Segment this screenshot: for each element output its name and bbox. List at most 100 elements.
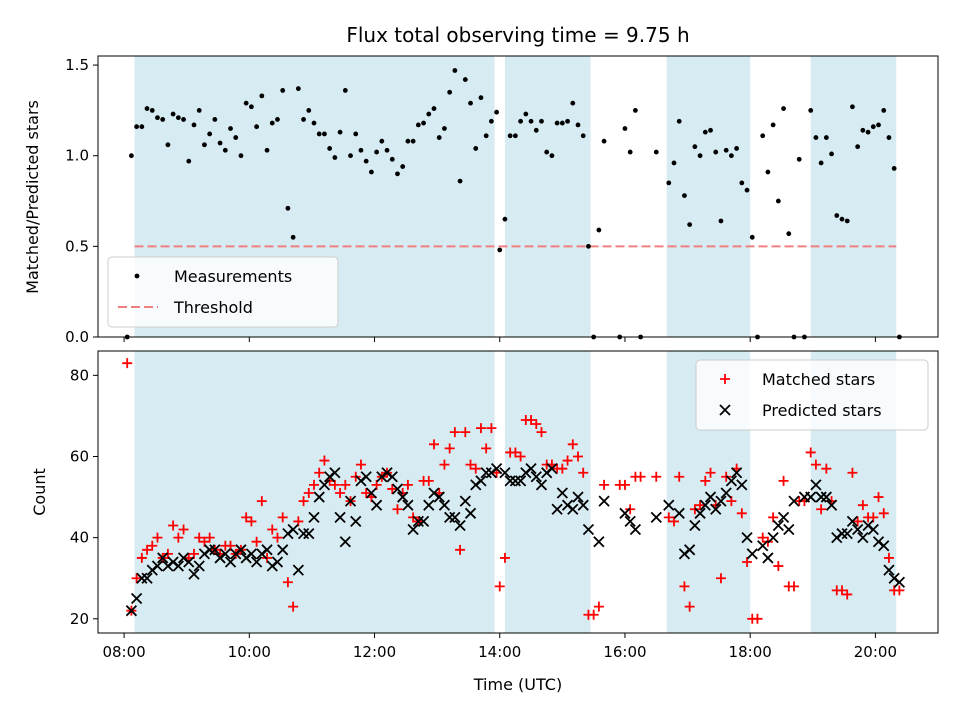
predicted-star-point xyxy=(762,552,774,564)
predicted-star-point xyxy=(624,515,636,528)
matched-star-point xyxy=(335,488,346,499)
predicted-star-point xyxy=(530,471,542,483)
predicted-star-point xyxy=(188,568,200,580)
predicted-star-point xyxy=(673,507,685,519)
matched-star-point xyxy=(573,451,583,462)
y-tick-label: 1.5 xyxy=(65,56,89,74)
measurement-point xyxy=(734,146,740,151)
measurement-point xyxy=(410,138,416,144)
measurement-point xyxy=(285,205,291,211)
measurement-point xyxy=(580,133,586,139)
matched-star-point xyxy=(455,544,466,555)
predicted-star-point xyxy=(433,491,445,503)
matched-star-point xyxy=(423,475,434,486)
predicted-star-point xyxy=(370,499,383,511)
predicted-star-point xyxy=(193,560,205,572)
matched-star-point xyxy=(251,536,262,547)
matched-star-point xyxy=(449,427,460,438)
measurement-point xyxy=(891,166,897,171)
predicted-star-point xyxy=(650,511,662,523)
matched-star-point xyxy=(486,423,497,434)
predicted-star-point xyxy=(219,548,231,560)
measurement-point xyxy=(565,118,570,124)
predicted-star-point xyxy=(438,499,451,511)
measurement-point xyxy=(718,218,724,224)
axes-frame xyxy=(97,55,939,338)
measurement-point xyxy=(389,156,395,162)
predicted-star-point xyxy=(846,515,859,528)
legend-box xyxy=(695,359,929,431)
measurement-point xyxy=(212,117,218,122)
count-panel: 20 40 60 80 08:00 10:00 12:00 14:00 16:00 18:00 20… xyxy=(70,350,939,661)
measurement-point xyxy=(332,155,338,160)
matched-star-point xyxy=(444,443,455,454)
predicted-star-point xyxy=(525,463,537,475)
predicted-star-point xyxy=(172,560,184,572)
measurement-point xyxy=(518,118,524,124)
measurement-point xyxy=(760,133,766,139)
legend-plus-marker xyxy=(720,374,730,384)
predicted-star-point xyxy=(730,467,743,479)
measurement-point xyxy=(134,124,140,130)
predicted-star-point xyxy=(746,548,758,560)
predicted-star-point xyxy=(261,544,273,556)
predicted-star-point xyxy=(883,564,895,576)
measurement-point xyxy=(175,115,181,121)
predicted-star-point xyxy=(514,475,527,487)
measurement-point xyxy=(855,144,861,150)
measurement-point xyxy=(155,115,160,121)
legend-x-marker xyxy=(719,404,731,416)
measurement-point xyxy=(233,135,239,140)
predicted-star-point xyxy=(777,511,790,523)
predicted-star-point xyxy=(689,519,701,532)
legend-dot-marker xyxy=(134,273,140,279)
matched-star-point xyxy=(847,467,858,478)
measurement-point xyxy=(415,122,421,128)
measurement-point xyxy=(426,111,432,117)
measurement-point xyxy=(452,68,458,73)
predicted-star-point xyxy=(857,532,869,544)
measurement-point xyxy=(876,122,881,128)
measurement-point xyxy=(881,107,887,113)
predicted-star-point xyxy=(725,475,738,487)
predicted-star-point xyxy=(136,572,148,584)
matched-star-point xyxy=(837,585,847,596)
measurement-point xyxy=(653,149,659,155)
measurement-point xyxy=(781,106,786,111)
y-tick-label: 40 xyxy=(70,529,89,547)
legend: Measurements Threshold xyxy=(107,256,339,328)
measurement-point xyxy=(436,135,442,140)
measurement-point xyxy=(786,231,792,237)
measurement-point xyxy=(405,138,411,144)
predicted-star-point xyxy=(715,495,727,507)
predicted-star-point xyxy=(360,471,372,483)
measurement-point xyxy=(502,216,508,222)
matched-star-point xyxy=(816,504,827,515)
measurement-point xyxy=(834,213,840,218)
y-tick-label: 1.0 xyxy=(65,147,89,165)
matched-star-point xyxy=(499,552,510,563)
matched-star-point xyxy=(168,520,179,531)
predicted-star-point xyxy=(151,560,164,572)
matched-star-point xyxy=(340,479,351,490)
matched-star-point xyxy=(194,532,205,543)
measurement-point xyxy=(348,153,353,159)
measurement-point xyxy=(306,107,312,113)
matched-star-point xyxy=(684,601,695,612)
measurement-point xyxy=(886,135,892,140)
measurement-point xyxy=(497,247,503,253)
matched-star-point xyxy=(298,496,309,507)
matched-star-point xyxy=(173,532,184,543)
measurement-point xyxy=(770,122,776,128)
y-tick-label: 0.0 xyxy=(65,328,89,346)
measurement-point xyxy=(264,147,270,153)
predicted-star-point xyxy=(736,479,748,491)
predicted-star-point xyxy=(757,540,769,552)
predicted-star-point xyxy=(329,467,341,479)
predicted-star-point xyxy=(535,479,548,491)
measurement-point xyxy=(384,147,390,153)
matched-star-point xyxy=(152,532,163,543)
matched-star-point xyxy=(460,427,471,438)
matched-star-point xyxy=(873,492,884,503)
predicted-star-point xyxy=(141,572,153,584)
